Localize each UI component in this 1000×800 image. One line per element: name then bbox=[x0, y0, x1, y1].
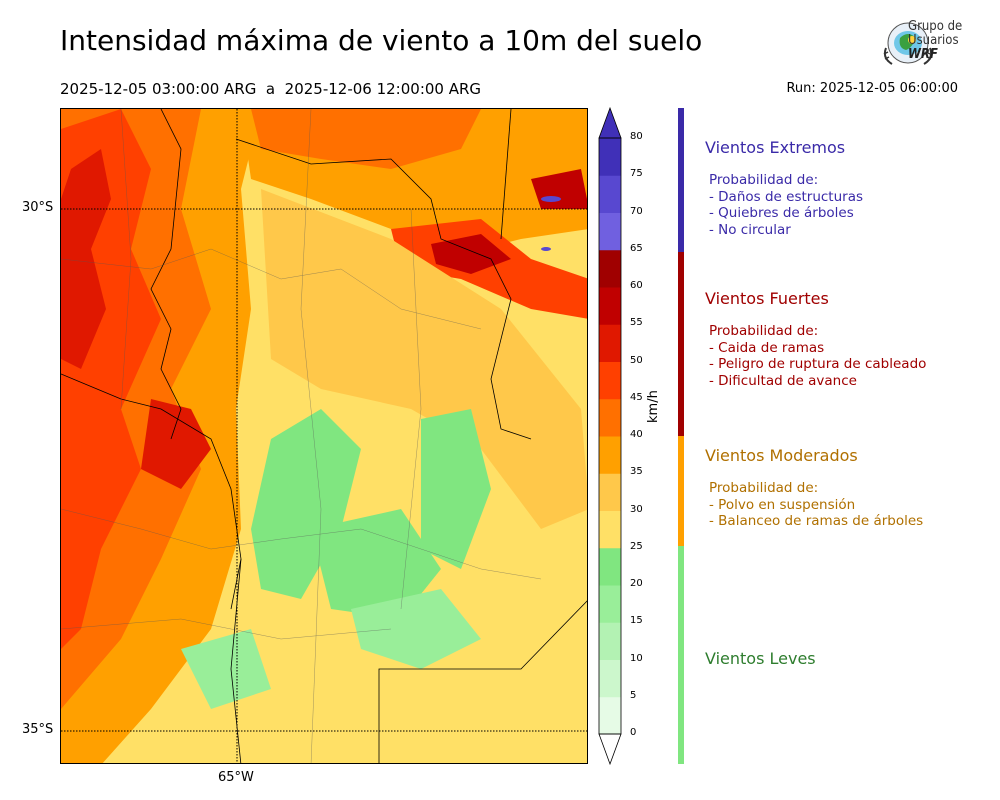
colorbar-segment bbox=[599, 436, 621, 474]
category-title: Vientos Leves bbox=[705, 649, 816, 668]
colorbar-segment bbox=[599, 212, 621, 251]
colorbar-tick-label: 30 bbox=[630, 503, 643, 515]
region-extreme-2 bbox=[541, 247, 551, 251]
colorbar-tick-label: 80 bbox=[630, 131, 643, 142]
category-description-line: - No circular bbox=[709, 221, 791, 238]
logo-text: Grupo de Usuarios WRF bbox=[908, 20, 962, 62]
lat-label-35s: 35°S bbox=[22, 722, 54, 737]
colorbar-tick-label: 70 bbox=[630, 205, 643, 217]
region-very-strong-west bbox=[61, 149, 111, 369]
category-title: Vientos Fuertes bbox=[705, 289, 829, 308]
colorbar-tick-label: 25 bbox=[630, 540, 643, 552]
colorbar-segment bbox=[599, 287, 621, 325]
wind-map-canvas bbox=[61, 109, 587, 763]
colorbar-segment bbox=[599, 510, 621, 549]
region-light-2 bbox=[421, 409, 491, 569]
category-description: Probabilidad de: - Caida de ramas - Peligr… bbox=[709, 323, 926, 389]
category-description-line: - Caida de ramas bbox=[709, 339, 825, 356]
region-very-strong-northeast bbox=[431, 234, 511, 274]
department-borders bbox=[61, 109, 542, 763]
category-title: Vientos Extremos bbox=[705, 138, 846, 157]
colorbar-tick-label: 55 bbox=[630, 317, 643, 329]
category-description-line: - Peligro de ruptura de cableado bbox=[709, 356, 927, 372]
colorbar-segment bbox=[599, 659, 621, 698]
category-description-line: Probabilidad de: bbox=[709, 172, 819, 188]
category-description-line: - Polvo en suspensión bbox=[709, 496, 856, 513]
colorbar-tick-label: 0 bbox=[630, 727, 637, 738]
colorbar-segment bbox=[599, 175, 621, 213]
lon-label-65w: 65°W bbox=[218, 770, 254, 785]
colorbar-tick-label: 50 bbox=[630, 354, 643, 366]
logo-line-3: WRF bbox=[908, 47, 938, 62]
category-description: Probabilidad de: - Daños de estructuras - … bbox=[709, 172, 863, 238]
colorbar-segment bbox=[599, 398, 621, 437]
colorbar-segment bbox=[599, 473, 621, 511]
wrf-logo-globe-icon bbox=[883, 22, 933, 65]
colorbar-tick-label: 5 bbox=[630, 689, 637, 701]
logo-line-1: Grupo de bbox=[908, 19, 963, 34]
colorbar-min-arrow bbox=[598, 733, 622, 766]
region-light-4 bbox=[351, 589, 481, 669]
colorbar-segment bbox=[599, 138, 621, 176]
colorbar-tick-label: 40 bbox=[630, 429, 643, 440]
category-title: Vientos Moderados bbox=[705, 446, 858, 465]
lat-label-30s: 30°S bbox=[22, 200, 54, 215]
colorbar-segment bbox=[599, 249, 621, 288]
graticule bbox=[61, 109, 587, 763]
colorbar-tick-label: 15 bbox=[630, 615, 643, 627]
colorbar-segment bbox=[599, 324, 621, 362]
colorbar bbox=[598, 106, 622, 766]
category-description-line: - Daños de estructuras bbox=[709, 188, 864, 205]
logo-line-2: Usuarios bbox=[908, 33, 959, 48]
region-moderate-central bbox=[261, 189, 587, 529]
category-description-line: - Dificultad de avance bbox=[709, 372, 857, 389]
colorbar-segment bbox=[599, 622, 621, 660]
colorbar-tick-label: 10 bbox=[630, 652, 643, 664]
colorbar-unit: km/h bbox=[646, 390, 661, 423]
run-timestamp: Run: 2025-12-05 06:00:00 bbox=[786, 81, 958, 96]
region-light-1 bbox=[251, 409, 361, 599]
colorbar-tick-label: 65 bbox=[630, 242, 643, 254]
region-strong-north bbox=[251, 109, 481, 169]
colorbar-segment bbox=[599, 696, 621, 735]
category-description-line: Probabilidad de: bbox=[709, 323, 819, 339]
page-title: Intensidad máxima de viento a 10m del su… bbox=[60, 24, 703, 57]
colorbar-max-arrow bbox=[598, 106, 622, 139]
category-description-line: Probabilidad de: bbox=[709, 480, 819, 496]
colorbar-segment bbox=[599, 547, 621, 586]
colorbar-tick-label: 75 bbox=[630, 168, 643, 180]
province-borders bbox=[61, 109, 587, 763]
category-description-line: - Balanceo de ramas de árboles bbox=[709, 513, 924, 529]
colorbar-tick-label: 20 bbox=[630, 578, 643, 589]
category-description: Probabilidad de: - Polvo en suspensión - B… bbox=[709, 480, 923, 530]
wind-map bbox=[60, 108, 588, 764]
colorbar-tick-label: 60 bbox=[630, 280, 643, 291]
colorbar-segment bbox=[599, 585, 621, 623]
region-light-5 bbox=[181, 629, 271, 709]
region-light-3 bbox=[311, 509, 441, 619]
colorbar-segment bbox=[599, 361, 621, 400]
region-very-strong-west-2 bbox=[141, 399, 211, 489]
colorbar-tick-label: 45 bbox=[630, 391, 643, 403]
category-description-line: - Quiebres de árboles bbox=[709, 205, 854, 221]
date-range: 2025-12-05 03:00:00 ARG a 2025-12-06 12:… bbox=[60, 80, 482, 98]
category-bar bbox=[678, 436, 684, 546]
category-bar bbox=[678, 108, 684, 252]
region-extreme-1 bbox=[541, 196, 561, 202]
category-bar bbox=[678, 252, 684, 436]
colorbar-tick-label: 35 bbox=[630, 466, 643, 478]
category-bar bbox=[678, 546, 684, 764]
